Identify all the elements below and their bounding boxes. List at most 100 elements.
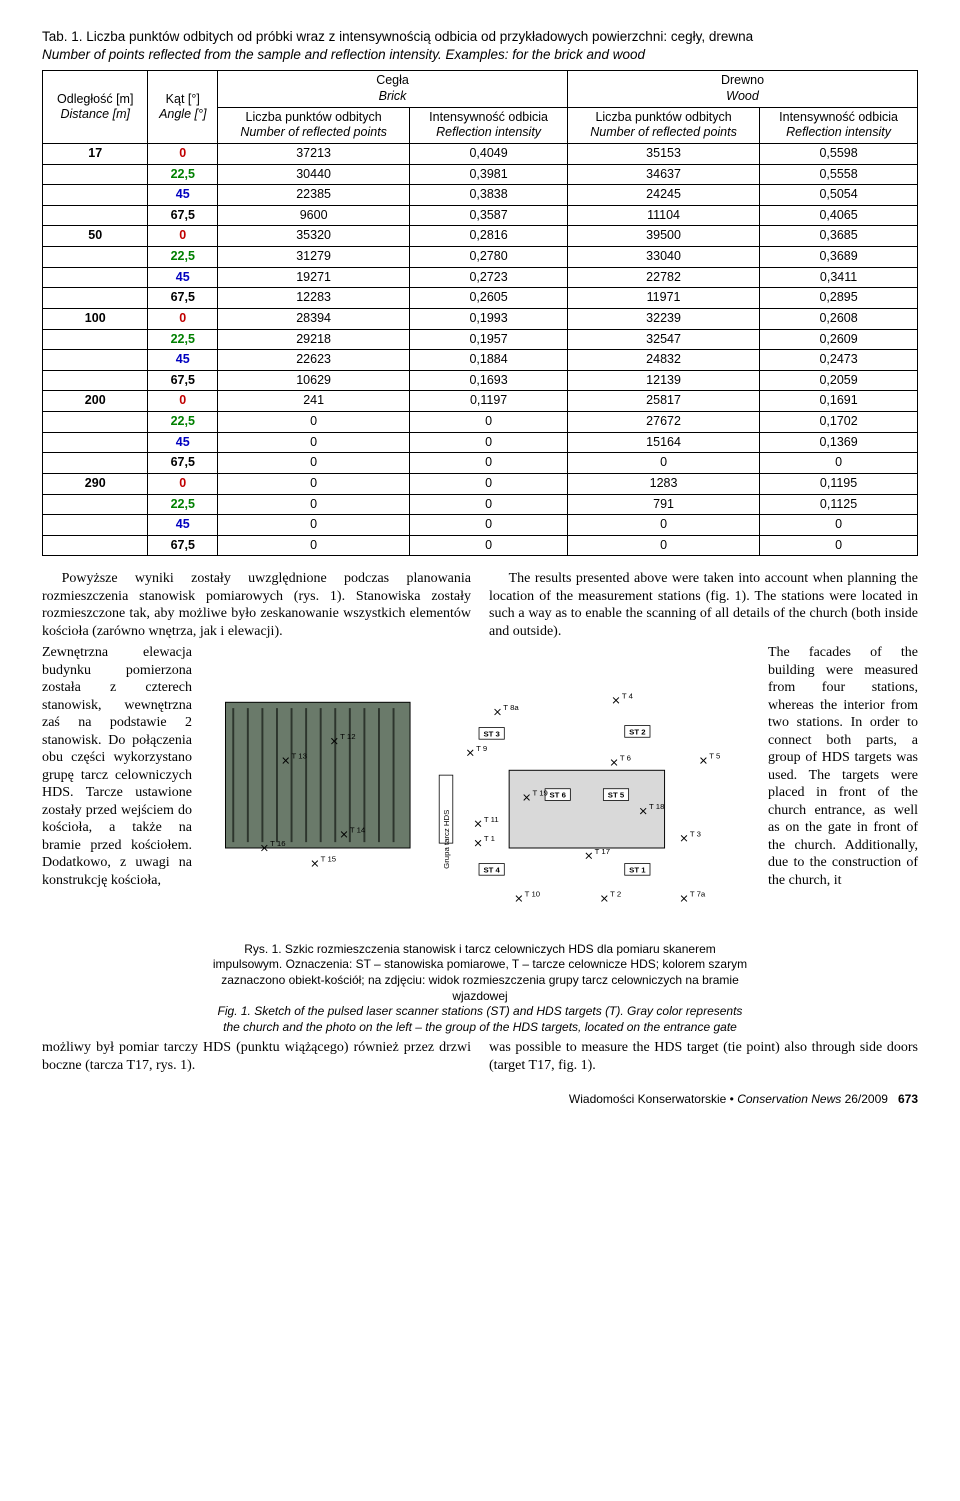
- table-caption-pl: Tab. 1. Liczba punktów odbitych od próbk…: [42, 29, 753, 44]
- table-row: 45226230,1884248320,2473: [43, 350, 918, 371]
- figure-caption-pl: Rys. 1. Szkic rozmieszczenia stanowisk i…: [213, 942, 747, 1003]
- para-pl-2b: możliwy był pomiar tarczy HDS (punktu wi…: [42, 1039, 471, 1074]
- svg-text:T 15: T 15: [321, 855, 336, 864]
- table-cell: 22,5: [148, 247, 218, 268]
- svg-text:T 4: T 4: [622, 692, 634, 701]
- table-cell: 67,5: [148, 288, 218, 309]
- table-cell: 0,5558: [760, 164, 918, 185]
- table-cell: 0: [760, 515, 918, 536]
- table-cell: 0,1369: [760, 432, 918, 453]
- table-cell: 33040: [568, 247, 760, 268]
- table-cell: 0,3411: [760, 267, 918, 288]
- table-cell: 0,5054: [760, 185, 918, 206]
- table-cell: 290: [43, 473, 148, 494]
- table-row: 29000012830,1195: [43, 473, 918, 494]
- table-cell: 0: [410, 473, 568, 494]
- table-cell: 17: [43, 143, 148, 164]
- svg-text:T 5: T 5: [709, 752, 720, 761]
- col-drewno-np: Liczba punktów odbitych Number of reflec…: [568, 107, 760, 143]
- table-cell: 35320: [218, 226, 410, 247]
- table-cell: 0: [760, 535, 918, 556]
- col-dist: Odległość [m] Distance [m]: [43, 71, 148, 144]
- table-cell: 0,3838: [410, 185, 568, 206]
- svg-text:T 12: T 12: [340, 733, 355, 742]
- table-row: 67,596000,3587111040,4065: [43, 205, 918, 226]
- table-cell: 0,4049: [410, 143, 568, 164]
- svg-text:ST 3: ST 3: [483, 730, 500, 739]
- col-group-cegla: Cegła Brick: [218, 71, 568, 107]
- svg-text:ST 5: ST 5: [608, 791, 625, 800]
- table-cell: 0,5598: [760, 143, 918, 164]
- table-cell: 0,3981: [410, 164, 568, 185]
- table-cell: 32547: [568, 329, 760, 350]
- table-cell: [43, 205, 148, 226]
- table-cell: 0: [218, 432, 410, 453]
- table-row: 67,5106290,1693121390,2059: [43, 370, 918, 391]
- svg-text:T 8a: T 8a: [503, 703, 519, 712]
- table-cell: 0,3689: [760, 247, 918, 268]
- table-row: 170372130,4049351530,5598: [43, 143, 918, 164]
- table-row: 67,50000: [43, 453, 918, 474]
- table-row: 45192710,2723227820,3411: [43, 267, 918, 288]
- table-cell: 45: [148, 185, 218, 206]
- para-en-1: The results presented above were taken i…: [489, 570, 918, 640]
- table-cell: [43, 350, 148, 371]
- table-cell: 0,1195: [760, 473, 918, 494]
- table-caption-en: Number of points reflected from the samp…: [42, 47, 645, 62]
- table-cell: 0: [410, 432, 568, 453]
- table-cell: 12283: [218, 288, 410, 309]
- table-cell: 0,1957: [410, 329, 568, 350]
- table-cell: 0: [218, 515, 410, 536]
- table-cell: [43, 494, 148, 515]
- table-cell: [43, 370, 148, 391]
- table-row: 22,5312790,2780330400,3689: [43, 247, 918, 268]
- table-cell: 0: [218, 494, 410, 515]
- table-cell: 0,1884: [410, 350, 568, 371]
- svg-text:T 2: T 2: [610, 890, 621, 899]
- para-en-2b: was possible to measure the HDS target (…: [489, 1039, 918, 1074]
- table-cell: 24832: [568, 350, 760, 371]
- table-cell: 0: [410, 453, 568, 474]
- table-cell: 0: [218, 412, 410, 433]
- table-cell: 10629: [218, 370, 410, 391]
- table-cell: 28394: [218, 308, 410, 329]
- table-cell: 0: [148, 391, 218, 412]
- table-cell: 22,5: [148, 164, 218, 185]
- table-row: 20002410,1197258170,1691: [43, 391, 918, 412]
- svg-text:Grupa tarcz HDS: Grupa tarcz HDS: [442, 810, 451, 869]
- para-en-2a: The facades of the building were measure…: [768, 644, 918, 1035]
- table-cell: 0: [568, 515, 760, 536]
- col-cegla-np: Liczba punktów odbitych Number of reflec…: [218, 107, 410, 143]
- svg-text:T 7a: T 7a: [690, 890, 706, 899]
- table-cell: 22623: [218, 350, 410, 371]
- table-cell: 22,5: [148, 412, 218, 433]
- svg-text:T 18: T 18: [649, 803, 664, 812]
- table-cell: 0,2816: [410, 226, 568, 247]
- table-cell: 0,4065: [760, 205, 918, 226]
- svg-text:T 10: T 10: [525, 890, 541, 899]
- table-cell: 37213: [218, 143, 410, 164]
- table-cell: 19271: [218, 267, 410, 288]
- footer-journal-en: Conservation News: [737, 1092, 841, 1106]
- table-cell: 0: [148, 226, 218, 247]
- table-cell: [43, 329, 148, 350]
- svg-text:T 1: T 1: [484, 835, 495, 844]
- table-cell: [43, 432, 148, 453]
- para-pl-1: Powyższe wyniki zostały uwzględnione pod…: [42, 570, 471, 640]
- table-cell: 25817: [568, 391, 760, 412]
- table-cell: 67,5: [148, 453, 218, 474]
- svg-text:T 17: T 17: [595, 847, 610, 856]
- table-cell: 0,2473: [760, 350, 918, 371]
- table-cell: 0: [760, 453, 918, 474]
- table-cell: 29218: [218, 329, 410, 350]
- table-cell: 0: [410, 494, 568, 515]
- table-cell: 45: [148, 432, 218, 453]
- svg-text:T 13: T 13: [292, 752, 307, 761]
- table-cell: [43, 164, 148, 185]
- table-cell: [43, 515, 148, 536]
- table-cell: 11104: [568, 205, 760, 226]
- col-group-drewno: Drewno Wood: [568, 71, 918, 107]
- data-table: Odległość [m] Distance [m] Kąt [°] Angle…: [42, 70, 918, 556]
- table-cell: [43, 412, 148, 433]
- table-cell: 31279: [218, 247, 410, 268]
